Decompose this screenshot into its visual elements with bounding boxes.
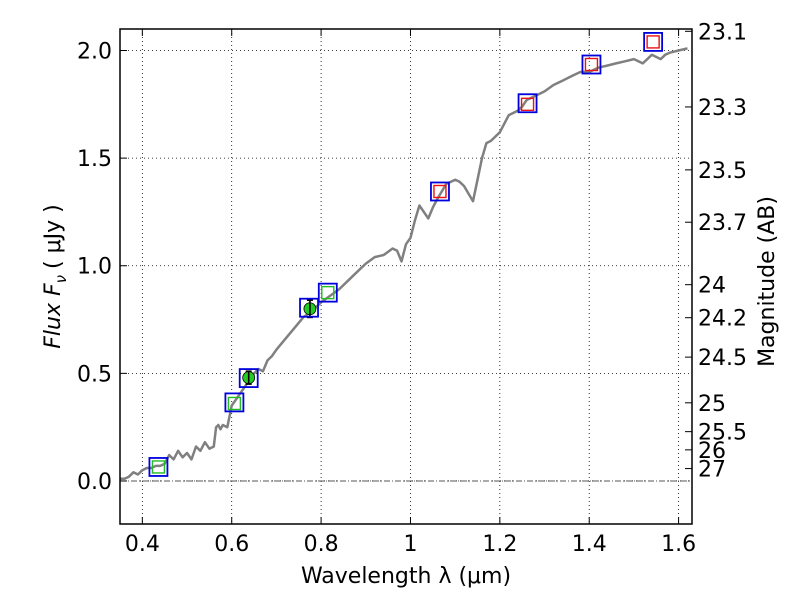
y-tick-label: 1.5 <box>77 147 112 172</box>
model-photometry-square <box>321 285 335 300</box>
observed-flux-square <box>148 457 169 477</box>
magnitude-tick-label: 25.5 <box>698 421 747 446</box>
magnitude-tick-label: 23.5 <box>698 159 747 184</box>
ticks: 0.4 0.6 0.8 1 1.2 1.4 1.6 0.0 0.5 1.0 1.5 2.0 23.1 23… <box>77 20 747 557</box>
model-photometry-square <box>433 184 447 199</box>
observed-flux-square <box>581 54 602 75</box>
x-tick-label: 0.6 <box>214 532 249 557</box>
magnitude-tick-label: 26 <box>698 439 726 464</box>
x-tick-label: 1.4 <box>572 532 607 557</box>
sed-model-line <box>120 47 688 481</box>
observed-flux-square <box>517 93 538 114</box>
magnitude-tick-label: 27 <box>698 458 726 483</box>
observed-flux-square <box>643 32 664 52</box>
x-axis-title: Wavelength λ (μm) <box>301 564 511 589</box>
y-tick-label: 0.5 <box>77 362 112 387</box>
model-photometry-square <box>646 35 660 49</box>
y-axis-title-main: Flux F <box>41 283 66 349</box>
magnitude-tick-label: 24 <box>698 274 726 299</box>
model-photometry-square <box>151 460 166 474</box>
y-axis-title-unit: ( μJy ) <box>41 204 66 269</box>
observed-flux-square <box>430 181 450 202</box>
observed-flux-square <box>238 368 259 388</box>
x-tick-label: 0.4 <box>125 532 160 557</box>
observed-flux-square <box>224 392 245 413</box>
y-tick-label: 1.0 <box>77 255 112 280</box>
y-tick-label: 0.0 <box>77 470 112 495</box>
magnitude-tick-label: 24.2 <box>698 307 747 332</box>
magnitude-tick-label: 25 <box>698 392 726 417</box>
axes-frame <box>119 28 693 525</box>
magnitude-axis-title: Magnitude (AB) <box>755 196 780 367</box>
model-photometry-square <box>520 97 535 112</box>
x-tick-label: 1.6 <box>661 532 696 557</box>
observed-flux-square <box>299 297 319 318</box>
x-tick-label: 1.2 <box>482 532 517 557</box>
observed-flux-square <box>317 282 338 303</box>
y-axis-title-sub: ν <box>52 275 70 283</box>
magnitude-tick-label: 23.3 <box>698 96 747 121</box>
model-photometry-square <box>227 396 242 411</box>
plot-content <box>120 32 692 482</box>
model-photometry-square <box>584 57 599 72</box>
magnitude-tick-label: 23.1 <box>698 20 747 45</box>
y-tick-label: 2.0 <box>77 40 112 65</box>
magnitude-tick-label: 24.5 <box>698 346 747 371</box>
x-tick-label: 0.8 <box>304 532 339 557</box>
y-axis-title: Flux Fν ( μJy ) <box>41 204 70 348</box>
magnitude-tick-label: 23.7 <box>698 211 747 236</box>
x-tick-label: 1 <box>403 532 417 557</box>
